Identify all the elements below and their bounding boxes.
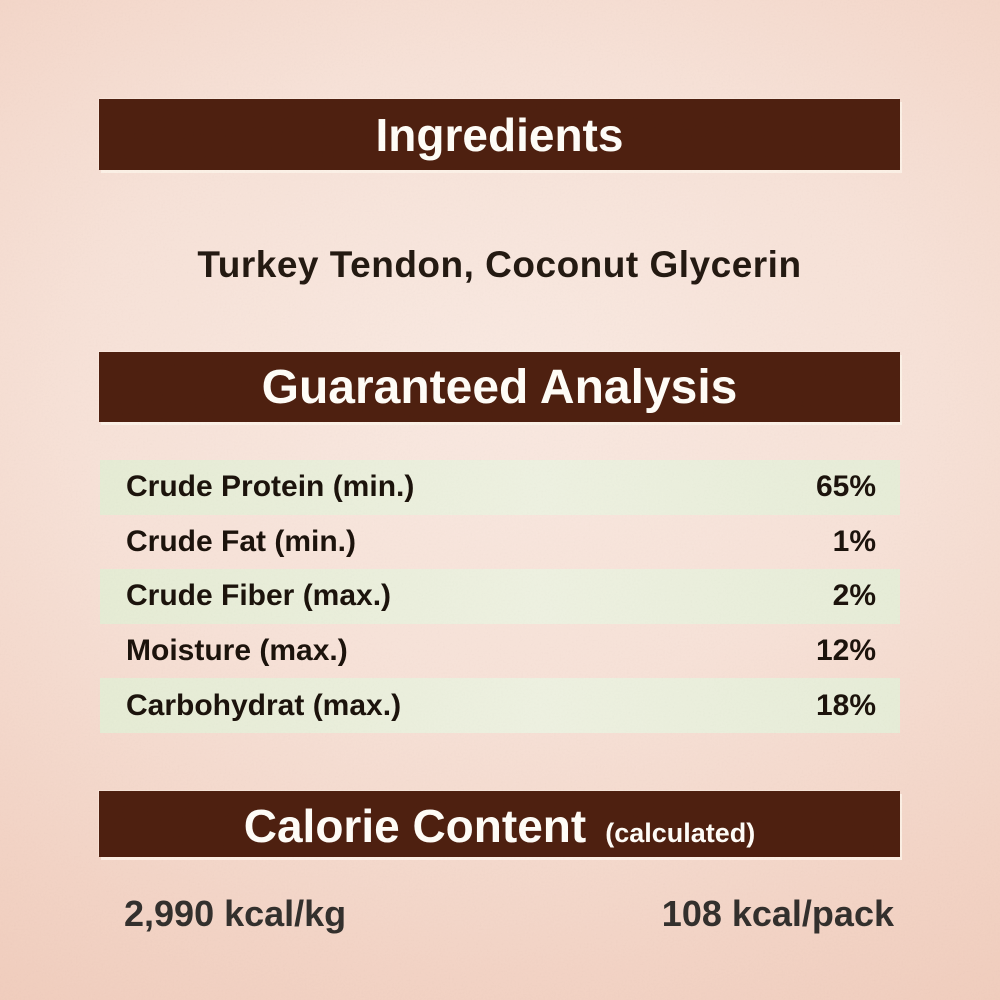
table-row: Moisture (max.) 12%: [100, 624, 900, 679]
ingredients-title: Ingredients: [375, 108, 624, 161]
calorie-content-header-bar: Calorie Content (calculated): [99, 791, 900, 857]
guaranteed-analysis-title: Guaranteed Analysis: [261, 360, 738, 414]
ingredients-header-bar: Ingredients: [99, 99, 900, 170]
calorie-content-subtitle: (calculated): [605, 818, 756, 848]
row-label: Crude Protein (min.): [126, 470, 415, 504]
guaranteed-analysis-header-bar: Guaranteed Analysis: [99, 352, 900, 422]
table-row: Carbohydrat (max.) 18%: [100, 678, 900, 733]
calorie-content-title: Calorie Content: [243, 800, 587, 852]
calorie-values-row: 2,990 kcal/kg 108 kcal/pack: [99, 893, 900, 935]
calories-per-kg: 2,990 kcal/kg: [124, 893, 347, 934]
row-value: 12%: [815, 634, 876, 668]
row-label: Crude Fat (min.): [126, 524, 356, 558]
row-value: 1%: [832, 524, 876, 558]
row-value: 18%: [815, 688, 876, 722]
row-label: Moisture (max.): [126, 634, 348, 668]
row-value: 65%: [815, 470, 876, 504]
table-row: Crude Protein (min.) 65%: [100, 460, 900, 515]
guaranteed-analysis-table: Crude Protein (min.) 65% Crude Fat (min.…: [100, 460, 900, 733]
calories-per-pack: 108 kcal/pack: [661, 893, 894, 934]
row-label: Crude Fiber (max.): [126, 579, 392, 613]
row-value: 2%: [832, 579, 876, 613]
table-row: Crude Fat (min.) 1%: [100, 515, 900, 570]
row-label: Carbohydrat (max.): [126, 688, 402, 722]
ingredients-list: Turkey Tendon, Coconut Glycerin: [197, 244, 802, 285]
table-row: Crude Fiber (max.) 2%: [100, 569, 900, 624]
